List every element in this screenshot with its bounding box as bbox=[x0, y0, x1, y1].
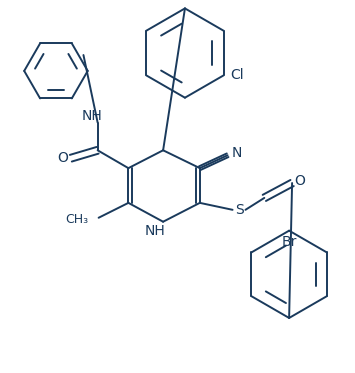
Text: Cl: Cl bbox=[231, 68, 244, 82]
Text: CH₃: CH₃ bbox=[66, 213, 89, 226]
Text: Br: Br bbox=[282, 235, 297, 248]
Text: S: S bbox=[235, 203, 244, 217]
Text: O: O bbox=[295, 174, 305, 188]
Text: NH: NH bbox=[145, 224, 165, 238]
Text: N: N bbox=[231, 146, 242, 160]
Text: NH: NH bbox=[81, 109, 102, 123]
Text: O: O bbox=[58, 151, 69, 165]
